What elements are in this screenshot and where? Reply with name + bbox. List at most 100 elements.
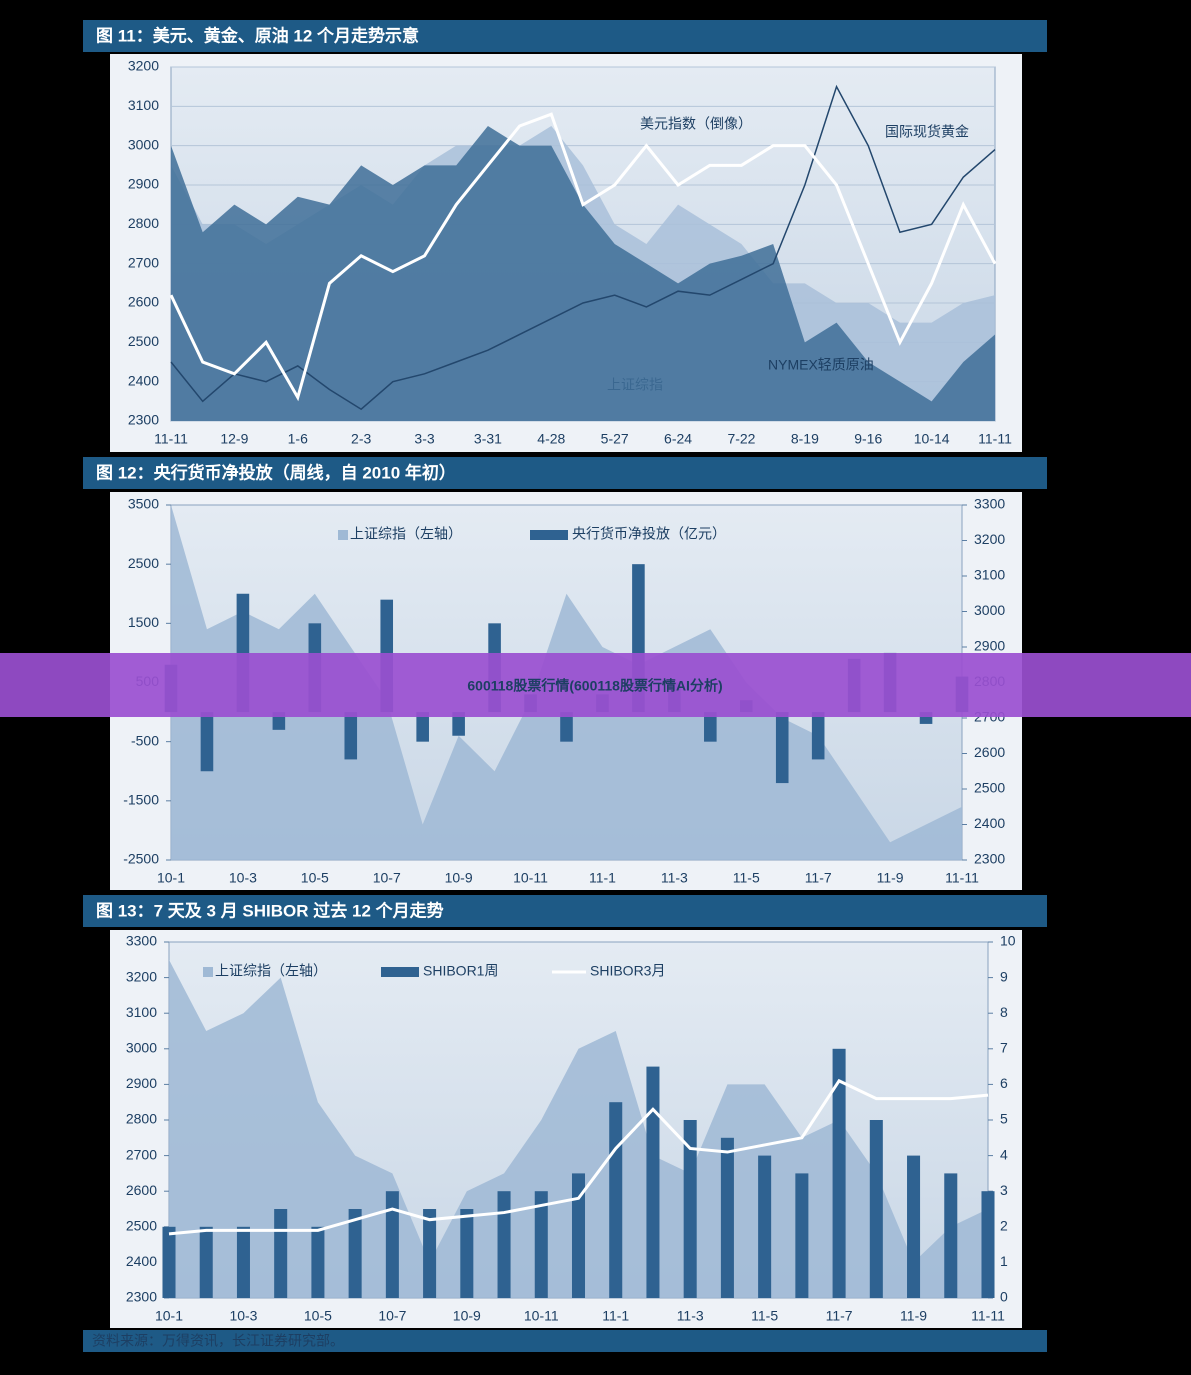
y-tick-label: -1500	[123, 792, 159, 808]
line	[169, 112, 997, 402]
x-tick-label: 10-1	[157, 870, 185, 886]
y2-tick-label: 2900	[974, 638, 1005, 654]
x-tick-label: 11-11	[945, 870, 979, 886]
y-tick-label: 3500	[128, 496, 159, 512]
bar	[162, 1226, 176, 1298]
x-tick-label: 11-3	[661, 870, 688, 886]
bar	[981, 1191, 995, 1298]
footer-bar	[83, 1330, 1047, 1352]
legend-swatch	[338, 530, 348, 540]
y-tick-label: 2900	[128, 176, 159, 192]
x-tick-label: 10-9	[453, 1308, 481, 1324]
y-tick-label: 2700	[128, 254, 159, 270]
bar	[274, 1209, 288, 1298]
line	[168, 1078, 989, 1236]
bar	[385, 1191, 399, 1298]
y-tick-label: 2600	[126, 1182, 157, 1198]
x-tick-label: 10-11	[524, 1308, 559, 1324]
x-tick-label: 10-14	[914, 431, 950, 447]
y-tick-label: 2400	[126, 1253, 157, 1269]
x-tick-label: 10-3	[229, 1308, 257, 1324]
series-label: 美元指数（倒像）	[640, 116, 752, 132]
bar	[869, 1120, 883, 1298]
legend-label: 上证综指（左轴）	[215, 963, 327, 979]
x-tick-label: 5-27	[601, 431, 629, 447]
bar	[609, 1102, 623, 1298]
line	[170, 84, 996, 411]
y-tick-label: 1500	[128, 614, 159, 630]
x-tick-label: 11-5	[733, 870, 760, 886]
legend-swatch	[530, 530, 568, 540]
x-tick-label: 12-9	[220, 431, 248, 447]
bar	[497, 1191, 511, 1298]
y-tick-label: -500	[131, 732, 159, 748]
x-tick-label: 4-28	[537, 431, 565, 447]
bar	[560, 712, 573, 742]
series-label: 国际现货黄金	[885, 124, 969, 140]
y2-tick-label: 3000	[974, 602, 1005, 618]
bar	[832, 1048, 846, 1298]
bar	[944, 1173, 958, 1298]
chart-title: 图 12：央行货币净投放（周线，自 2010 年初）	[96, 462, 456, 482]
bar	[811, 712, 825, 760]
bar	[907, 1155, 921, 1298]
x-tick-label: 11-9	[900, 1308, 927, 1324]
bar	[199, 1226, 213, 1298]
bar	[452, 712, 465, 736]
y2-tick-label: 5	[1000, 1111, 1008, 1127]
x-tick-label: 1-6	[288, 431, 308, 447]
y2-tick-label: 2	[1000, 1218, 1008, 1234]
y2-tick-label: 2600	[974, 744, 1005, 760]
y-tick-label: -2500	[123, 851, 159, 867]
series-label: NYMEX轻质原油	[768, 357, 874, 373]
y2-tick-label: 2400	[974, 815, 1005, 831]
y2-tick-label: 0	[1000, 1289, 1008, 1305]
bar	[311, 1226, 325, 1298]
y-tick-label: 2900	[126, 1075, 157, 1091]
x-tick-label: 11-11	[978, 431, 1012, 447]
header-bar	[83, 20, 1047, 52]
x-tick-label: 11-1	[589, 870, 616, 886]
source-note: 资料来源：万得资讯，长江证券研究部。	[92, 1333, 344, 1349]
bar	[348, 1209, 362, 1298]
y-tick-label: 2800	[126, 1111, 157, 1127]
bar	[236, 1226, 250, 1298]
x-tick-label: 6-24	[664, 431, 692, 447]
y-tick-label: 2700	[126, 1146, 157, 1162]
x-tick-label: 10-3	[229, 870, 257, 886]
bar	[720, 1137, 734, 1298]
x-tick-label: 11-11	[971, 1308, 1005, 1324]
bar	[423, 1209, 437, 1298]
x-tick-label: 3-3	[414, 431, 434, 447]
y-tick-label: 2500	[126, 1218, 157, 1234]
bar	[344, 712, 358, 760]
bar	[416, 712, 429, 742]
y-tick-label: 3200	[128, 58, 159, 74]
y2-tick-label: 3	[1000, 1182, 1008, 1198]
legend-label: 央行货币净投放（亿元）	[572, 526, 726, 542]
x-tick-label: 11-7	[805, 870, 832, 886]
x-tick-label: 2-3	[351, 431, 371, 447]
x-tick-label: 11-1	[602, 1308, 629, 1324]
x-tick-label: 10-7	[373, 870, 401, 886]
x-tick-label: 10-5	[301, 870, 329, 886]
x-tick-label: 11-5	[751, 1308, 778, 1324]
y2-tick-label: 3100	[974, 567, 1005, 583]
bar	[646, 1066, 660, 1298]
y-tick-label: 3300	[126, 933, 157, 949]
legend-label: SHIBOR1周	[423, 963, 498, 979]
banner-bar	[0, 653, 1191, 717]
y-tick-label: 2400	[128, 372, 159, 388]
y2-tick-label: 10	[1000, 933, 1016, 949]
x-tick-label: 11-11	[154, 431, 188, 447]
x-tick-label: 11-9	[877, 870, 904, 886]
legend-label: 上证综指（左轴）	[350, 526, 462, 542]
bar	[795, 1173, 809, 1298]
bar	[775, 712, 789, 784]
y-tick-label: 3100	[126, 1004, 157, 1020]
chart-title: 图 13：7 天及 3 月 SHIBOR 过去 12 个月走势	[96, 900, 444, 920]
y-tick-label: 2500	[128, 333, 159, 349]
y2-tick-label: 3200	[974, 531, 1005, 547]
